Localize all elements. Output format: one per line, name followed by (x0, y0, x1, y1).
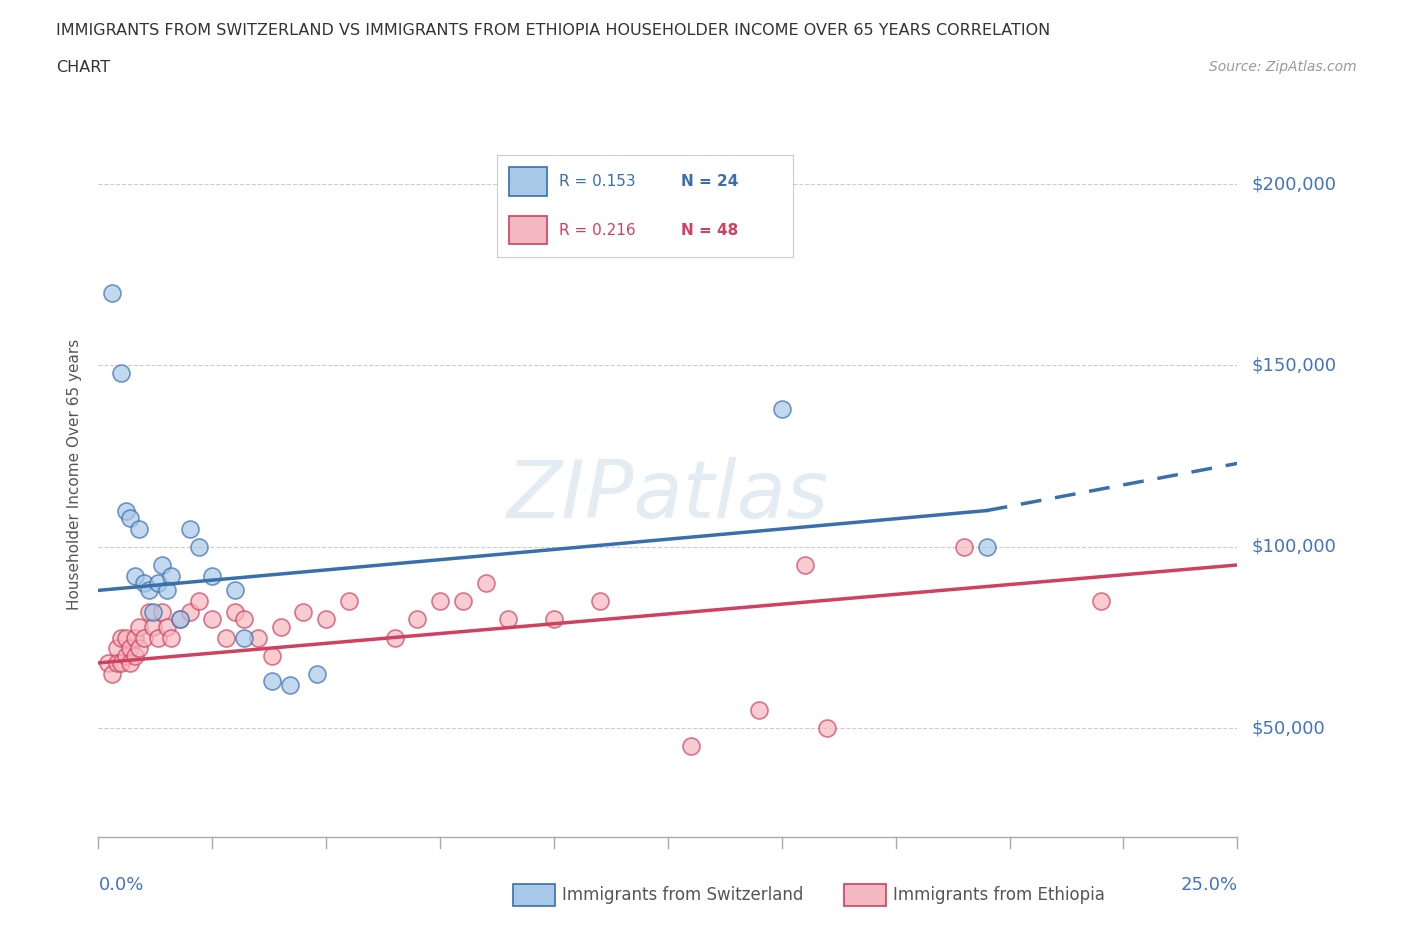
Point (110, 656, 132, 671)
Text: CHART: CHART (56, 60, 110, 75)
Point (120, 641, 142, 656)
Point (110, 365, 132, 380)
Point (120, 656, 142, 671)
Point (215, 631, 238, 645)
Text: $50,000: $50,000 (1251, 719, 1324, 737)
Point (233, 631, 256, 645)
Point (246, 631, 269, 645)
Text: $200,000: $200,000 (1251, 175, 1336, 193)
Point (101, 286, 124, 300)
Point (150, 557, 173, 572)
Point (976, 539, 998, 554)
Point (142, 604, 165, 619)
Point (260, 673, 283, 688)
Text: Immigrants from Switzerland: Immigrants from Switzerland (562, 885, 804, 904)
Point (451, 594, 474, 609)
Point (187, 539, 209, 554)
Point (1090, 594, 1112, 609)
Point (124, 648, 146, 663)
Point (114, 648, 136, 663)
Point (169, 612, 191, 627)
Point (156, 619, 179, 634)
Point (114, 631, 136, 645)
Point (224, 583, 246, 598)
Point (156, 583, 179, 598)
Point (679, 738, 702, 753)
Point (337, 594, 360, 609)
Text: IMMIGRANTS FROM SWITZERLAND VS IMMIGRANTS FROM ETHIOPIA HOUSEHOLDER INCOME OVER : IMMIGRANTS FROM SWITZERLAND VS IMMIGRANT… (56, 23, 1050, 38)
Point (406, 612, 429, 627)
Point (142, 619, 165, 634)
Point (278, 677, 301, 692)
Point (187, 594, 209, 609)
Point (138, 583, 160, 598)
Point (260, 648, 283, 663)
Point (543, 612, 565, 627)
Point (114, 503, 136, 518)
Point (128, 619, 150, 634)
Point (201, 568, 224, 583)
Point (815, 721, 838, 736)
Point (793, 557, 815, 572)
Point (105, 641, 128, 656)
Point (179, 604, 201, 619)
Point (132, 631, 155, 645)
Point (179, 521, 201, 536)
Point (160, 631, 183, 645)
Point (128, 521, 150, 536)
Point (124, 568, 146, 583)
Point (128, 641, 150, 656)
Y-axis label: Householder Income Over 65 years: Householder Income Over 65 years (67, 339, 83, 610)
Point (132, 576, 155, 591)
Point (429, 594, 451, 609)
Point (146, 631, 169, 645)
Point (270, 619, 292, 634)
Point (953, 539, 976, 554)
Point (748, 703, 770, 718)
Point (224, 604, 246, 619)
Text: $100,000: $100,000 (1251, 538, 1336, 556)
Point (105, 656, 128, 671)
Point (307, 666, 329, 681)
Point (588, 594, 610, 609)
Point (474, 576, 496, 591)
Point (138, 604, 160, 619)
Point (233, 612, 256, 627)
Point (770, 402, 793, 417)
Point (150, 604, 173, 619)
Text: ZIPatlas: ZIPatlas (506, 457, 830, 535)
Point (146, 576, 169, 591)
Point (201, 612, 224, 627)
Point (292, 604, 315, 619)
Point (498, 612, 520, 627)
Point (160, 568, 183, 583)
Text: 25.0%: 25.0% (1180, 876, 1237, 894)
Point (169, 612, 191, 627)
Point (384, 631, 406, 645)
Point (101, 666, 124, 681)
Point (124, 631, 146, 645)
Text: $150,000: $150,000 (1251, 356, 1336, 375)
Text: Immigrants from Ethiopia: Immigrants from Ethiopia (893, 885, 1105, 904)
Point (96, 656, 118, 671)
Point (110, 631, 132, 645)
Text: Source: ZipAtlas.com: Source: ZipAtlas.com (1209, 60, 1357, 74)
Point (315, 612, 337, 627)
Point (120, 511, 142, 525)
Text: 0.0%: 0.0% (98, 876, 143, 894)
